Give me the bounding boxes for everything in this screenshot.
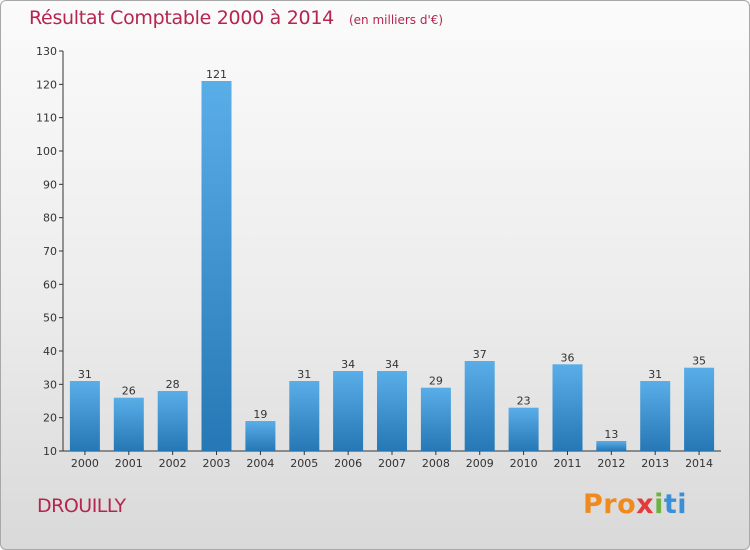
x-tick-label-2008: 2008	[422, 457, 450, 470]
x-axis: 2000 2001 2002 2003 2004 2005 2006 2007 2008 2009…	[63, 450, 721, 470]
x-tick-label-2011: 2011	[553, 457, 581, 470]
data-label-2007: 34	[385, 358, 399, 371]
bar-2011	[552, 364, 583, 451]
x-tick-label-2001: 2001	[115, 457, 143, 470]
bar-2007	[377, 371, 407, 451]
x-tick-label-2006: 2006	[334, 457, 362, 470]
y-tick-label: 40	[43, 345, 57, 358]
y-tick-label: 50	[43, 312, 57, 325]
data-label-2003: 121	[206, 68, 227, 81]
data-label-2012: 13	[604, 428, 618, 441]
data-labels: 31 26 28 121 19 31 34 34 29 37 23 36 13 31 35	[78, 68, 706, 441]
data-label-2011: 36	[560, 351, 574, 364]
x-tick-label-2014: 2014	[685, 457, 713, 470]
y-tick-label: 80	[43, 212, 57, 225]
data-label-2006: 34	[341, 358, 355, 371]
data-label-2000: 31	[78, 368, 92, 381]
data-label-2004: 19	[253, 408, 267, 421]
y-tick-label: 70	[43, 245, 57, 258]
x-tick-label-2005: 2005	[290, 457, 318, 470]
x-tick-label-2013: 2013	[641, 457, 669, 470]
y-tick-label: 20	[43, 412, 57, 425]
x-tick-label-2009: 2009	[466, 457, 494, 470]
logo-part-ti: ti	[663, 489, 688, 520]
bar-2002	[157, 391, 188, 451]
logo-part-pro: Pro	[583, 489, 637, 520]
x-tick-label-2007: 2007	[378, 457, 406, 470]
bar-2006	[333, 371, 364, 451]
proxiti-logo[interactable]: Proxiti	[583, 489, 687, 520]
bar-2004	[245, 421, 276, 451]
bar-2008	[420, 387, 451, 451]
y-tick-label: 130	[36, 45, 57, 58]
data-label-2001: 26	[122, 385, 136, 398]
bar-2000	[69, 381, 100, 451]
y-tick-label: 60	[43, 278, 57, 291]
x-tick-label-2002: 2002	[159, 457, 187, 470]
x-tick-label-2004: 2004	[246, 457, 274, 470]
x-tick-label-2000: 2000	[71, 457, 99, 470]
y-tick-label: 120	[36, 78, 57, 91]
y-tick-label: 110	[36, 112, 57, 125]
bar-2005	[289, 381, 320, 451]
y-tick-label: 90	[43, 178, 57, 191]
bar-2014	[684, 367, 715, 451]
data-label-2002: 28	[166, 378, 180, 391]
data-label-2014: 35	[692, 355, 706, 368]
chart-title-unit: (en milliers d'€)	[348, 13, 444, 27]
x-tick-label-2012: 2012	[597, 457, 625, 470]
chart-title: Résultat Comptable 2000 à 2014 (en milli…	[29, 7, 443, 29]
y-tick-label: 30	[43, 378, 57, 391]
chart-title-main: Résultat Comptable 2000 à 2014	[29, 7, 334, 29]
data-label-2005: 31	[297, 368, 311, 381]
bar-2003	[201, 81, 232, 451]
y-tick-label: 10	[43, 445, 57, 458]
bar-2012	[596, 441, 627, 451]
bar-2009	[464, 361, 495, 451]
x-tick-label-2010: 2010	[510, 457, 538, 470]
data-label-2008: 29	[429, 375, 443, 388]
data-label-2009: 37	[473, 348, 487, 361]
commune-name: DROUILLY	[37, 495, 126, 517]
logo-part-i: i	[654, 489, 664, 520]
logo-part-x: x	[636, 489, 655, 520]
bar-2013	[640, 381, 671, 451]
bar-2001	[113, 397, 144, 451]
data-label-2010: 23	[517, 395, 531, 408]
x-tick-label-2003: 2003	[203, 457, 231, 470]
y-axis: 10 20 30 40 50 60 70 80 90 100 110 120 130	[36, 45, 64, 458]
y-tick-label: 100	[36, 145, 57, 158]
data-label-2013: 31	[648, 368, 662, 381]
bar-2010	[508, 407, 539, 451]
bars	[69, 81, 715, 451]
